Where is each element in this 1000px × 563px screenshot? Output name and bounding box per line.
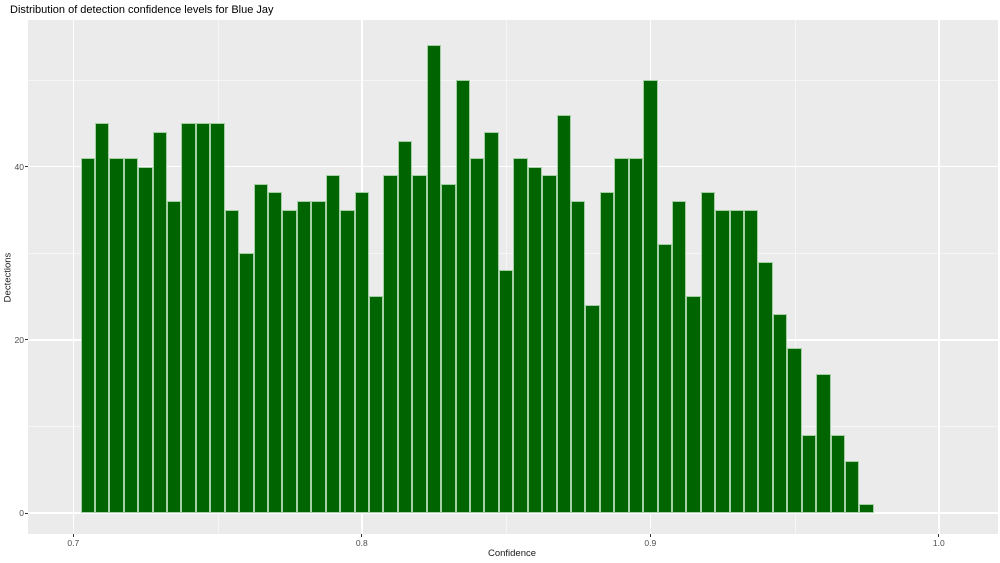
histogram-bar [671,201,687,513]
histogram-bar [268,192,283,513]
histogram-bar [210,123,225,513]
gridline-minor-y [28,79,998,81]
histogram-bar [412,175,427,513]
histogram-bar [224,209,240,513]
y-tick-label: 0 [19,508,24,518]
gridline-major-y [28,165,998,168]
histogram-bar [383,175,398,513]
x-tick-mark [361,534,363,537]
histogram-bar [340,209,355,513]
histogram-bar [513,157,528,513]
histogram-bar [830,435,846,513]
histogram-bar [542,175,557,513]
histogram-bar [426,45,442,513]
x-tick-mark [72,534,74,537]
histogram-bar [109,157,124,513]
histogram-bar [787,348,802,513]
histogram-bar [397,140,413,513]
histogram-bar [585,305,600,513]
gridline-major-y [28,512,998,514]
y-tick-mark [25,339,28,341]
histogram-bar [484,131,499,513]
histogram-bar [311,201,326,513]
histogram-bar [80,157,95,513]
histogram-bar [469,157,485,513]
y-tick-mark [25,166,28,167]
histogram-bar [643,79,658,513]
y-tick-label: 20 [14,334,24,345]
y-tick-label: 40 [14,161,24,172]
histogram-bar [239,253,254,513]
x-tick-label: 0.9 [644,538,657,548]
y-tick-mark [25,512,28,514]
histogram-bar [152,131,168,513]
gridline-major-x [938,20,940,534]
histogram-bar [556,114,571,513]
histogram-bar [599,192,615,513]
histogram-bar [498,270,514,513]
x-tick-label: 1.0 [932,538,945,548]
x-tick-label: 0.8 [355,538,368,548]
x-tick-mark [649,534,651,537]
histogram-bar [181,123,196,513]
histogram-bar [758,261,773,513]
histogram-bar [700,192,716,513]
x-tick-label: 0.7 [67,538,80,548]
histogram-bar [195,123,211,513]
gridline-minor-y [28,253,998,255]
histogram-bar [772,313,788,513]
gridline-minor-x [794,20,796,534]
histogram-bar [441,183,456,513]
x-axis-title: Confidence [487,548,537,559]
histogram-bar [845,461,860,513]
histogram-bar [369,296,384,513]
histogram-bar [282,209,297,513]
histogram-bar [455,79,470,513]
histogram-bar [715,209,730,513]
histogram-bar [167,201,182,513]
histogram-bar [138,166,153,513]
histogram-bar [253,183,269,513]
histogram-bar [657,244,672,513]
histogram-bar [325,175,341,513]
histogram-bar [354,192,369,513]
histogram-bar [729,209,745,513]
histogram-bar [859,504,874,513]
histogram-bar [686,296,701,513]
histogram-bar [296,201,312,513]
histogram-bar [744,209,759,513]
y-axis-title: Dectections [2,252,14,303]
histogram-bar [801,435,817,513]
x-tick-mark [938,534,940,537]
histogram-bar [94,123,110,513]
chart-title: Distribution of detection confidence lev… [10,4,274,16]
histogram-bar [527,166,543,513]
histogram-bar [816,374,831,513]
histogram-bar [628,157,644,513]
plot-panel [28,20,998,534]
histogram-bar [614,157,629,513]
histogram-bar [570,201,586,513]
gridline-major-x [72,20,75,534]
histogram-bar [123,157,139,513]
